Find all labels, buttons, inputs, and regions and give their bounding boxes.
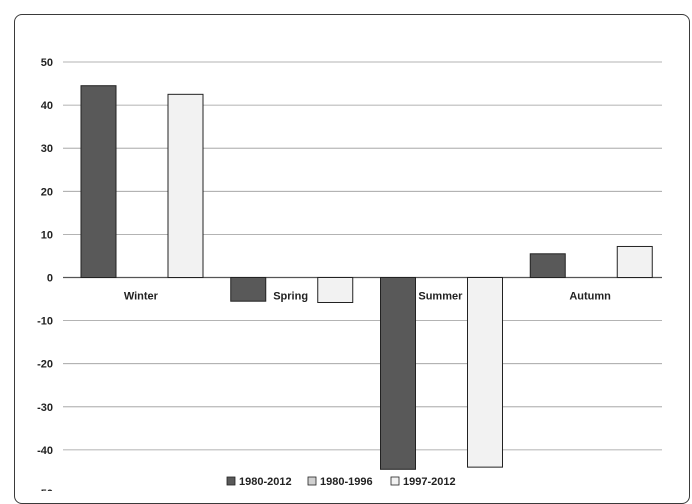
y-tick-label: -30 (37, 402, 53, 414)
legend-swatch-1997-2012 (390, 476, 400, 486)
legend-label-1980-1996: 1980-1996 (320, 476, 373, 488)
category-label-summer: Summer (418, 291, 463, 303)
legend: 1980-2012 1980-1996 1997-2012 (226, 476, 456, 488)
bar-spring-1980-2012 (230, 277, 267, 302)
gridlines (63, 61, 662, 451)
y-tick-label: 10 (41, 229, 53, 241)
y-tick-label: -50 (37, 488, 53, 491)
bars (80, 85, 653, 470)
legend-label-1980-2012: 1980-2012 (239, 476, 292, 488)
category-label-winter: Winter (124, 291, 159, 303)
bar-autumn-1997-2012 (616, 245, 653, 279)
legend-label-1997-2012: 1997-2012 (403, 476, 456, 488)
bar-autumn-1980-2012 (529, 253, 566, 278)
chart-frame (14, 14, 690, 504)
category-labels: Winter Spring Summer Autumn (124, 291, 611, 303)
bar-winter-1980-2012 (80, 85, 117, 278)
y-tick-label: -20 (37, 359, 53, 371)
category-label-spring: Spring (273, 291, 308, 303)
y-tick-label: 50 (41, 57, 53, 69)
bar-spring-1997-2012 (317, 277, 354, 303)
y-axis-tick-labels: 50 40 30 20 10 0 -10 -20 -30 -40 -50 (37, 57, 53, 491)
legend-swatch-1980-2012 (226, 476, 236, 486)
y-tick-label: -10 (37, 316, 53, 328)
seasonal-bar-chart: 50 40 30 20 10 0 -10 -20 -30 -40 -50 Winter Spring S… (37, 57, 662, 491)
y-tick-label: 20 (41, 186, 53, 198)
y-tick-label: 0 (47, 273, 53, 285)
y-tick-label: 30 (41, 143, 53, 155)
y-tick-label: -40 (37, 445, 53, 457)
category-label-autumn: Autumn (569, 291, 611, 303)
bar-summer-1980-2012 (380, 277, 416, 470)
bar-winter-1997-2012 (167, 93, 204, 278)
bar-summer-1997-2012 (467, 277, 503, 468)
y-tick-label: 40 (41, 100, 53, 112)
legend-swatch-1980-1996 (307, 476, 317, 486)
